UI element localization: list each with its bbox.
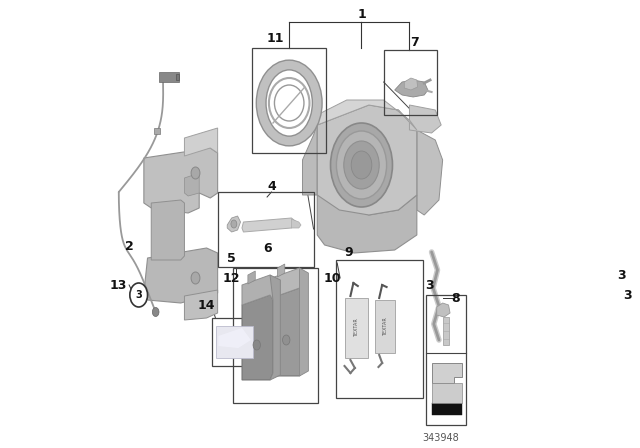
- Polygon shape: [436, 303, 450, 317]
- Polygon shape: [317, 105, 417, 215]
- Text: 3: 3: [135, 290, 142, 300]
- Text: 7: 7: [410, 35, 419, 48]
- Polygon shape: [271, 268, 303, 298]
- Bar: [218, 192, 314, 267]
- Text: 2: 2: [125, 240, 134, 253]
- Text: TEXTAR: TEXTAR: [354, 319, 359, 337]
- Polygon shape: [271, 288, 303, 376]
- Bar: [252, 48, 326, 153]
- Polygon shape: [303, 113, 321, 195]
- Bar: [175, 74, 179, 80]
- Bar: [426, 295, 467, 425]
- Bar: [433, 383, 462, 403]
- Bar: [154, 128, 160, 134]
- Polygon shape: [248, 271, 255, 284]
- Circle shape: [337, 131, 387, 199]
- Bar: [233, 268, 318, 403]
- Polygon shape: [404, 78, 417, 90]
- Bar: [433, 403, 462, 415]
- Polygon shape: [184, 173, 199, 196]
- Bar: [159, 72, 179, 82]
- Polygon shape: [317, 100, 417, 130]
- Polygon shape: [151, 200, 184, 260]
- Circle shape: [231, 220, 237, 228]
- Bar: [383, 50, 436, 115]
- Polygon shape: [395, 80, 428, 97]
- Polygon shape: [300, 268, 308, 376]
- Polygon shape: [144, 248, 218, 303]
- Polygon shape: [242, 275, 273, 305]
- Text: 3: 3: [617, 268, 625, 281]
- Polygon shape: [184, 128, 218, 156]
- Polygon shape: [216, 326, 253, 358]
- Circle shape: [282, 335, 290, 345]
- Bar: [443, 317, 449, 345]
- Text: 5: 5: [227, 251, 236, 264]
- Text: 12: 12: [223, 271, 241, 284]
- Polygon shape: [375, 300, 396, 353]
- Polygon shape: [227, 216, 241, 232]
- Bar: [335, 260, 423, 398]
- Text: 14: 14: [198, 298, 215, 311]
- Text: 4: 4: [267, 180, 276, 193]
- Text: 10: 10: [324, 271, 342, 284]
- Polygon shape: [270, 275, 280, 380]
- Circle shape: [330, 123, 392, 207]
- Circle shape: [191, 272, 200, 284]
- Text: 11: 11: [266, 31, 284, 44]
- Polygon shape: [410, 105, 441, 133]
- Polygon shape: [344, 298, 368, 358]
- Circle shape: [344, 141, 380, 189]
- Text: 3: 3: [425, 279, 434, 292]
- Polygon shape: [417, 130, 443, 215]
- Bar: [212, 318, 257, 366]
- Text: 6: 6: [263, 241, 271, 254]
- Text: 1: 1: [357, 8, 366, 21]
- Polygon shape: [242, 218, 295, 232]
- Circle shape: [253, 340, 260, 350]
- Text: 8: 8: [452, 292, 460, 305]
- Text: 13: 13: [109, 279, 127, 292]
- Text: 3: 3: [623, 289, 632, 302]
- Polygon shape: [433, 363, 462, 383]
- Polygon shape: [184, 290, 218, 320]
- Text: 9: 9: [344, 246, 353, 258]
- Polygon shape: [242, 295, 273, 380]
- Circle shape: [351, 151, 372, 179]
- Text: TEXTAR: TEXTAR: [383, 318, 388, 336]
- Text: 343948: 343948: [423, 433, 460, 443]
- Circle shape: [152, 307, 159, 316]
- Polygon shape: [218, 328, 251, 348]
- Polygon shape: [277, 264, 285, 277]
- Circle shape: [130, 283, 148, 307]
- Polygon shape: [144, 148, 218, 213]
- Polygon shape: [291, 219, 301, 228]
- Circle shape: [191, 167, 200, 179]
- Polygon shape: [317, 195, 417, 253]
